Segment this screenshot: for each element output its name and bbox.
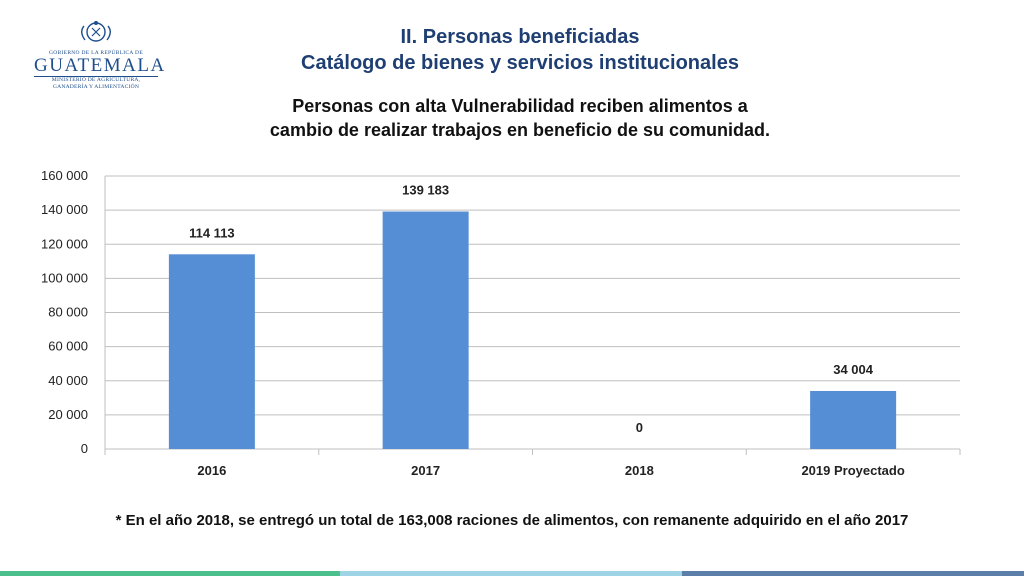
x-tick-label: 2016 [197, 463, 226, 478]
y-tick-label: 160 000 [41, 168, 88, 183]
chart-heading-line2: cambio de realizar trabajos en beneficio… [269, 120, 771, 140]
y-tick-label: 140 000 [41, 202, 88, 217]
bar-2017 [382, 211, 469, 449]
bottom-bar-segment-light-blue [340, 571, 682, 576]
bar-chart: 0 20 000 40 000 60 000 80 000 100 000 120 000 1… [41, 168, 961, 478]
bottom-bar-segment-slate [682, 571, 1024, 576]
x-tick-label: 2019 Proyectado [801, 463, 904, 478]
logo-sub-line2: GANADERÍA Y ALIMENTACIÓN [52, 84, 140, 90]
data-label: 114 113 [189, 225, 235, 240]
logo-top-text: GOBIERNO DE LA REPÚBLICA DE [49, 50, 143, 56]
data-label: 34 004 [833, 362, 874, 377]
chart-bars [168, 211, 897, 449]
page-title: II. Personas beneficiadas [400, 26, 640, 48]
y-tick-label: 100 000 [41, 270, 88, 285]
logo-sub-line1: MINISTERIO DE AGRICULTURA, [51, 77, 141, 83]
bar-2016 [168, 254, 255, 449]
x-tick-label: 2018 [625, 463, 654, 478]
footnote: * En el año 2018, se entregó un total de… [115, 512, 909, 529]
y-tick-label: 20 000 [48, 407, 88, 422]
y-tick-label: 120 000 [41, 236, 88, 251]
chart-heading-line1: Personas con alta Vulnerabilidad reciben… [292, 96, 748, 116]
y-tick-label: 80 000 [48, 305, 88, 320]
bar-2019-proyectado [810, 390, 897, 449]
data-label: 139 183 [402, 183, 449, 198]
bottom-color-bar [0, 571, 1024, 576]
y-tick-label: 0 [81, 441, 88, 456]
coat-of-arms-icon [81, 21, 111, 42]
ministry-logo: GOBIERNO DE LA REPÚBLICA DE GUATEMALA MI… [34, 18, 166, 92]
page-subtitle: Catálogo de bienes y servicios instituci… [301, 52, 739, 74]
y-tick-label: 60 000 [48, 339, 88, 354]
logo-main-text: GUATEMALA [34, 55, 166, 77]
x-tick-label: 2017 [411, 463, 440, 478]
data-label: 0 [636, 420, 643, 435]
chart-labels: 0 20 000 40 000 60 000 80 000 100 000 120 000 1… [41, 168, 905, 478]
y-tick-label: 40 000 [48, 373, 88, 388]
chart-gridlines [104, 175, 961, 455]
bottom-bar-segment-green [0, 571, 340, 576]
